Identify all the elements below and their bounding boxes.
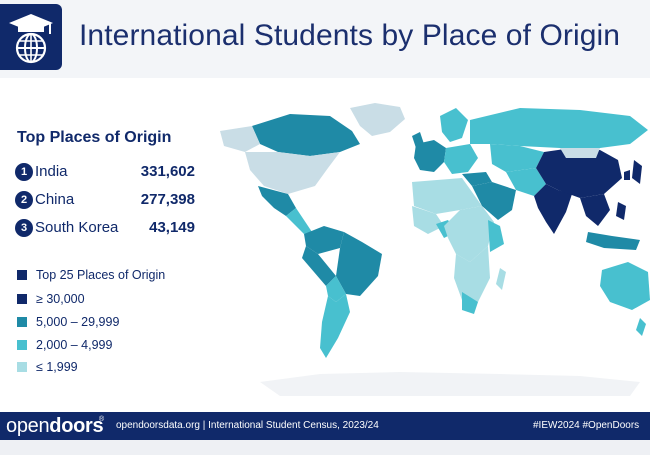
footer-source: opendoorsdata.org | International Studen… [116,420,379,431]
region-east-africa [488,220,504,252]
region-india [534,184,572,234]
region-japan [632,160,642,184]
legend-swatch [17,362,27,372]
rank-country: South Korea [35,219,119,236]
legend-swatch [17,317,27,327]
region-argentina-chile [320,294,350,358]
legend-item: 5,000 – 29,999 [17,315,202,331]
region-south-africa [462,292,478,314]
region-west-africa [412,206,444,234]
region-peru [302,246,336,286]
opendoors-logo: opendoors [6,415,104,437]
region-iran-pakistan [506,168,546,196]
rank-row: 1 India 331,602 [15,162,195,182]
rank-country: India [35,163,68,180]
region-north-africa [412,178,482,214]
region-australia [600,262,650,310]
world-map [220,103,650,396]
region-brazil [336,232,382,296]
legend-label: 5,000 – 29,999 [36,315,120,329]
region-middle-east [472,182,516,220]
region-madagascar [496,268,506,290]
region-europe-east [444,144,478,174]
region-central-asia [490,144,544,172]
region-indonesia [586,232,640,250]
legend-item: ≥ 30,000 [17,292,202,308]
logo-badge [0,4,62,70]
globe-graduation-cap-icon [9,14,53,64]
region-philippines [616,202,626,220]
region-colombia-venezuela [304,226,344,254]
legend-item: ≤ 1,999 [17,360,202,376]
legend-swatch [17,270,27,280]
region-southern-africa [454,246,490,302]
region-central-africa [444,206,494,262]
region-greenland [350,103,405,136]
legend-item: Top 25 Places of Origin [17,268,202,284]
page-title: International Students by Place of Origi… [79,19,621,52]
legend-label: 2,000 – 4,999 [36,338,113,352]
rank-value: 277,398 [140,191,195,208]
rank-row: 3 South Korea 43,149 [15,218,195,238]
top-places-title: Top Places of Origin [17,129,172,146]
region-southeast-asia [580,194,610,226]
header: International Students by Place of Origi… [0,0,650,78]
region-bolivia-paraguay [326,276,346,302]
rank-badge: 1 [15,163,33,181]
region-new-zealand [636,318,646,336]
region-turkey [462,172,492,186]
region-usa [245,152,340,194]
rank-badge: 3 [15,219,33,237]
region-scandinavia [440,108,468,142]
legend-label: ≥ 30,000 [36,292,85,306]
rank-value: 331,602 [140,163,195,180]
region-china [536,148,622,198]
region-south-korea [624,170,630,180]
region-europe-west [414,140,446,172]
region-russia [470,108,648,148]
legend-label: ≤ 1,999 [36,360,78,374]
region-central-america [286,208,312,234]
legend-swatch [17,340,27,350]
registered-mark: ® [99,416,105,423]
region-mexico [258,186,296,216]
legend-item: 2,000 – 4,999 [17,338,202,354]
region-mongolia [560,148,600,158]
footer-hashtags: #IEW2024 #OpenDoors [533,420,640,431]
legend-swatch [17,294,27,304]
rank-value: 43,149 [149,219,195,236]
rank-country: China [35,191,75,208]
footer: opendoors ® opendoorsdata.org | Internat… [0,412,650,440]
rank-row: 2 China 277,398 [15,190,195,210]
region-canada [252,114,360,156]
legend-label: Top 25 Places of Origin [36,268,166,282]
region-uk [412,132,424,148]
region-alaska [220,126,260,152]
rank-badge: 2 [15,191,33,209]
bottom-strip [0,440,650,455]
region-antarctica [260,372,640,396]
